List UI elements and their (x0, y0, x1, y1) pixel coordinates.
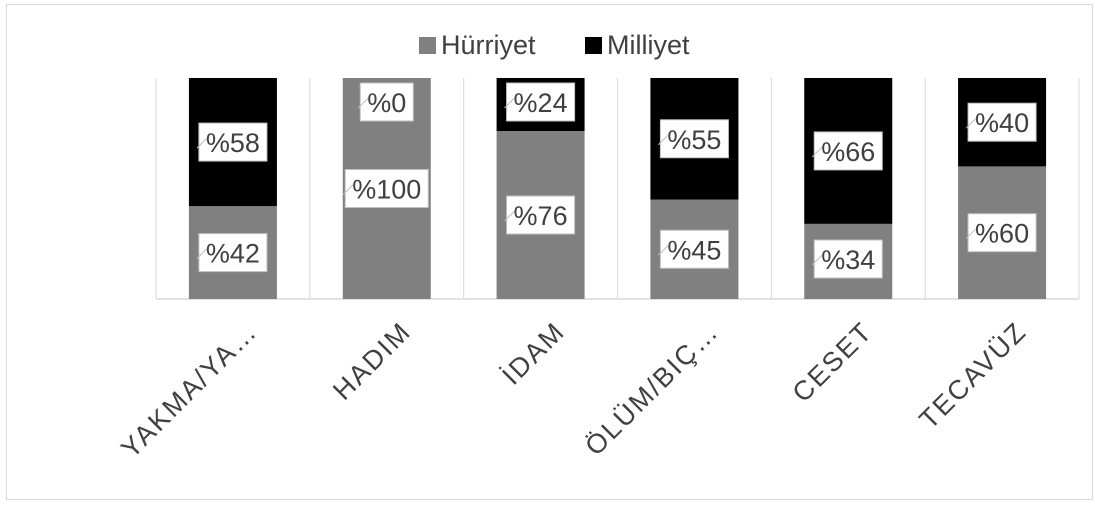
data-label-hurriyet-leader (196, 248, 208, 259)
data-label-hurriyet: %42 (196, 233, 268, 273)
data-label-hurriyet-leader (342, 184, 354, 195)
data-label-milliyet-leader (658, 134, 669, 146)
data-label-hurriyet-text: %34 (821, 245, 875, 275)
data-label-milliyet-box (967, 102, 1037, 142)
data-label-milliyet-leader (811, 146, 823, 158)
data-label-hurriyet-leader (811, 254, 823, 266)
data-label-milliyet: %58 (196, 122, 268, 162)
legend-swatch-hurriyet (419, 37, 436, 54)
data-label-milliyet-box (813, 131, 883, 171)
data-label-milliyet-leader (504, 97, 515, 109)
data-label-milliyet: %0 (357, 82, 414, 122)
data-label-hurriyet-box (813, 239, 883, 279)
data-label-hurriyet-box (344, 169, 429, 208)
data-label-hurriyet-box (967, 213, 1037, 253)
data-label-milliyet-box (359, 82, 414, 122)
data-label-milliyet-text: %66 (821, 137, 875, 167)
data-label-hurriyet-box (659, 229, 729, 269)
data-label-milliyet: %24 (504, 82, 576, 122)
data-label-hurriyet: %100 (342, 169, 429, 208)
data-label-milliyet-text: %24 (514, 88, 568, 118)
data-label-hurriyet-leader (658, 244, 669, 256)
data-label-hurriyet-text: %60 (975, 219, 1029, 249)
x-tick-label: ÖLÜM/BIÇ… (579, 316, 724, 461)
data-label-milliyet-text: %40 (975, 108, 1029, 138)
data-label-milliyet-leader (357, 97, 369, 109)
data-label-hurriyet-leader (965, 228, 977, 240)
data-label-milliyet-box (198, 122, 268, 162)
data-label-milliyet: %55 (658, 119, 729, 159)
data-label-milliyet: %40 (965, 102, 1037, 142)
data-label-hurriyet: %45 (658, 229, 729, 269)
data-label-hurriyet: %60 (965, 213, 1037, 253)
data-label-milliyet-leader (965, 117, 977, 129)
data-labels: %42 %58 %100 %0 %76 %24 %45 %55 %34 %66 %60 %40 (196, 82, 1037, 279)
data-label-hurriyet-text: %76 (514, 201, 568, 231)
data-label-milliyet: %66 (811, 131, 883, 171)
data-label-milliyet-text: %55 (667, 125, 721, 155)
x-tick-label: İDAM (496, 315, 571, 390)
category-separators (155, 78, 1080, 300)
data-label-milliyet-text: %58 (206, 128, 260, 158)
legend-swatch-milliyet (585, 37, 602, 54)
legend-label-hurriyet: Hürriyet (441, 30, 536, 60)
data-label-hurriyet: %76 (504, 195, 576, 235)
data-label-milliyet-box (506, 82, 576, 122)
data-label-hurriyet: %34 (811, 239, 883, 279)
data-label-hurriyet-box (198, 233, 268, 273)
data-label-hurriyet-box (506, 195, 576, 235)
data-label-hurriyet-text: %100 (352, 175, 421, 205)
x-tick-label: YAKMA/YA… (115, 316, 263, 464)
x-tick-label: TECAVÜZ (914, 316, 1033, 435)
data-label-hurriyet-leader (504, 210, 515, 222)
x-tick-label: HADIM (327, 316, 417, 406)
x-tick-label: CESET (787, 316, 879, 408)
data-label-milliyet-text: %0 (367, 88, 406, 118)
legend: Hürriyet Milliyet (419, 30, 690, 60)
data-label-milliyet-box (659, 119, 729, 159)
data-label-hurriyet-text: %42 (206, 239, 260, 269)
legend-label-milliyet: Milliyet (607, 30, 690, 60)
data-label-milliyet-leader (196, 137, 208, 149)
category-axis-labels: YAKMA/YA… HADIM İDAM ÖLÜM/BIÇ… CESET TECAVÜZ (115, 315, 1032, 464)
data-label-hurriyet-text: %45 (667, 235, 721, 265)
